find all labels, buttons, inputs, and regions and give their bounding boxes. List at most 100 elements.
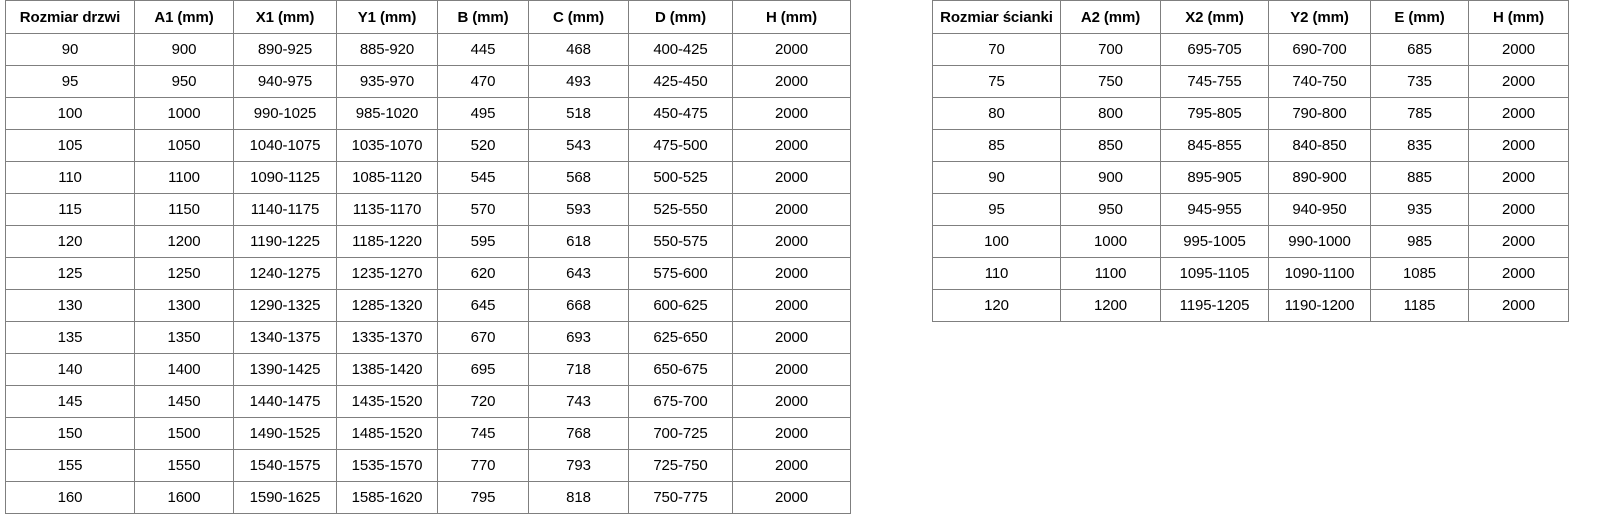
wall-cell: 2000 <box>1468 33 1569 66</box>
wall-cell: 95 <box>932 193 1061 226</box>
door-cell: 1190-1225 <box>233 225 337 258</box>
door-cell: 1035-1070 <box>336 129 438 162</box>
door-cell: 495 <box>437 97 529 130</box>
wall-cell: 740-750 <box>1268 65 1371 98</box>
wall-cell: 990-1000 <box>1268 225 1371 258</box>
door-cell: 718 <box>528 353 629 386</box>
door-cell: 1485-1520 <box>336 417 438 450</box>
door-cell: 1450 <box>134 385 234 418</box>
door-cell: 2000 <box>732 129 851 162</box>
door-cell: 743 <box>528 385 629 418</box>
wall-cell: 690-700 <box>1268 33 1371 66</box>
wall-table-header: Rozmiar ścianki A2 (mm) X2 (mm) Y2 (mm) E (m… <box>932 0 1569 34</box>
table-row: 140 1400 1390-1425 1385-1420 695 718 650-675 20… <box>5 353 851 386</box>
table-row: 120 1200 1190-1225 1185-1220 595 618 550-575 20… <box>5 225 851 258</box>
door-cell: 645 <box>437 289 529 322</box>
door-cell: 1100 <box>134 161 234 194</box>
wall-cell: 890-900 <box>1268 161 1371 194</box>
table-row: 135 1350 1340-1375 1335-1370 670 693 625-650 20… <box>5 321 851 354</box>
door-column-header: H (mm) <box>732 0 851 34</box>
wall-cell: 85 <box>932 129 1061 162</box>
wall-cell: 120 <box>932 289 1061 322</box>
wall-cell: 1090-1100 <box>1268 257 1371 290</box>
door-cell: 1550 <box>134 449 234 482</box>
table-row: 95 950 940-975 935-970 470 493 425-450 2000 <box>5 65 851 98</box>
door-cell: 400-425 <box>628 33 733 66</box>
door-cell: 1400 <box>134 353 234 386</box>
door-cell: 570 <box>437 193 529 226</box>
wall-cell: 1100 <box>1060 257 1161 290</box>
door-cell: 2000 <box>732 289 851 322</box>
door-cell: 1590-1625 <box>233 481 337 514</box>
table-row: 115 1150 1140-1175 1135-1170 570 593 525-550 20… <box>5 193 851 226</box>
wall-column-header: Y2 (mm) <box>1268 0 1371 34</box>
wall-cell: 750 <box>1060 65 1161 98</box>
door-column-header: A1 (mm) <box>134 0 234 34</box>
wall-cell: 2000 <box>1468 289 1569 322</box>
table-header-row: Rozmiar ścianki A2 (mm) X2 (mm) Y2 (mm) E (m… <box>932 0 1569 34</box>
wall-cell: 885 <box>1370 161 1469 194</box>
wall-cell: 800 <box>1060 97 1161 130</box>
door-cell: 130 <box>5 289 135 322</box>
table-row: 105 1050 1040-1075 1035-1070 520 543 475-500 20… <box>5 129 851 162</box>
door-cell: 1085-1120 <box>336 161 438 194</box>
door-cell: 2000 <box>732 193 851 226</box>
door-cell: 1285-1320 <box>336 289 438 322</box>
door-cell: 1385-1420 <box>336 353 438 386</box>
door-column-header: C (mm) <box>528 0 629 34</box>
door-cell: 900 <box>134 33 234 66</box>
wall-cell: 745-755 <box>1160 65 1269 98</box>
door-cell: 155 <box>5 449 135 482</box>
door-cell: 2000 <box>732 385 851 418</box>
door-cell: 2000 <box>732 417 851 450</box>
door-cell: 1040-1075 <box>233 129 337 162</box>
door-cell: 95 <box>5 65 135 98</box>
door-cell: 890-925 <box>233 33 337 66</box>
door-cell: 2000 <box>732 33 851 66</box>
door-cell: 110 <box>5 161 135 194</box>
wall-column-header: Rozmiar ścianki <box>932 0 1061 34</box>
door-cell: 520 <box>437 129 529 162</box>
door-cell: 1335-1370 <box>336 321 438 354</box>
door-cell: 1390-1425 <box>233 353 337 386</box>
door-column-header: X1 (mm) <box>233 0 337 34</box>
door-cell: 593 <box>528 193 629 226</box>
door-cell: 1000 <box>134 97 234 130</box>
wall-cell: 945-955 <box>1160 193 1269 226</box>
door-cell: 700-725 <box>628 417 733 450</box>
door-cell: 1140-1175 <box>233 193 337 226</box>
wall-cell: 785 <box>1370 97 1469 130</box>
table-row: 70 700 695-705 690-700 685 2000 <box>932 33 1569 66</box>
wall-cell: 1085 <box>1370 257 1469 290</box>
door-cell: 115 <box>5 193 135 226</box>
table-row: 150 1500 1490-1525 1485-1520 745 768 700-725 20… <box>5 417 851 450</box>
wall-column-header: A2 (mm) <box>1060 0 1161 34</box>
door-cell: 468 <box>528 33 629 66</box>
table-row: 125 1250 1240-1275 1235-1270 620 643 575-600 20… <box>5 257 851 290</box>
wall-cell: 75 <box>932 65 1061 98</box>
door-cell: 1240-1275 <box>233 257 337 290</box>
wall-cell: 1185 <box>1370 289 1469 322</box>
wall-cell: 850 <box>1060 129 1161 162</box>
wall-cell: 1200 <box>1060 289 1161 322</box>
door-cell: 793 <box>528 449 629 482</box>
door-cell: 1500 <box>134 417 234 450</box>
door-cell: 100 <box>5 97 135 130</box>
door-cell: 1540-1575 <box>233 449 337 482</box>
door-cell: 625-650 <box>628 321 733 354</box>
wall-cell: 100 <box>932 225 1061 258</box>
door-cell: 600-625 <box>628 289 733 322</box>
door-cell: 1290-1325 <box>233 289 337 322</box>
wall-cell: 835 <box>1370 129 1469 162</box>
table-row: 75 750 745-755 740-750 735 2000 <box>932 65 1569 98</box>
door-cell: 2000 <box>732 257 851 290</box>
table-row: 95 950 945-955 940-950 935 2000 <box>932 193 1569 226</box>
door-cell: 1350 <box>134 321 234 354</box>
door-column-header: Y1 (mm) <box>336 0 438 34</box>
door-cell: 693 <box>528 321 629 354</box>
door-cell: 770 <box>437 449 529 482</box>
door-table-body: 90 900 890-925 885-920 445 468 400-425 2000 95 95… <box>5 33 851 514</box>
wall-cell: 1190-1200 <box>1268 289 1371 322</box>
wall-column-header: H (mm) <box>1468 0 1569 34</box>
door-cell: 1050 <box>134 129 234 162</box>
